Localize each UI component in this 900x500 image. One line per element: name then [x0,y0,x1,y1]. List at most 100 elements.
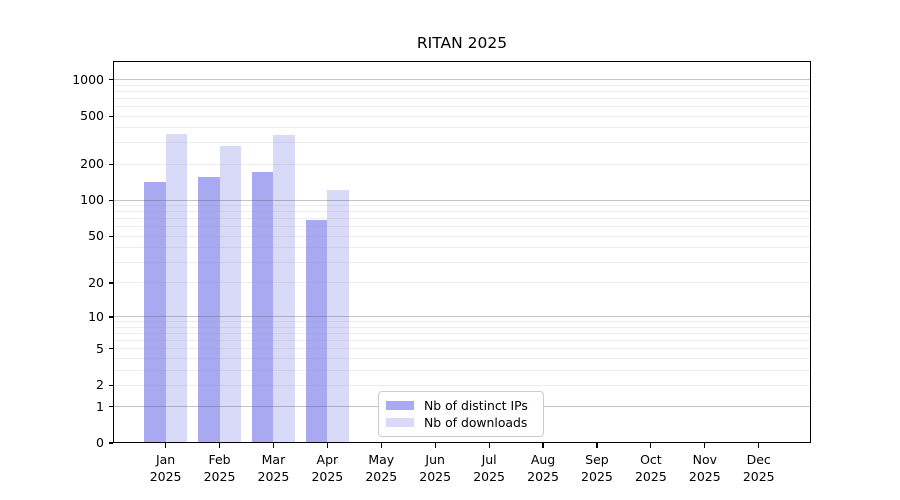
x-tick-month: Oct [640,452,662,467]
gridline-minor [113,247,811,249]
x-tick-label-feb: Feb 2025 [188,451,252,485]
x-tick-month: Jun [425,452,445,467]
gridline-minor [113,369,811,371]
legend-item-distinct-ips: Nb of distinct IPs [386,397,535,414]
x-tick-year: 2025 [742,469,775,484]
grid-layer [113,61,811,443]
legend-label-downloads: Nb of downloads [424,415,528,430]
y-tick-label: 5 [96,340,104,356]
bar-distinct-ips-feb [198,176,220,443]
y-tick-mark [108,199,113,201]
gridline-minor [113,226,811,228]
x-tick-label-jun: Jun 2025 [403,451,467,485]
x-tick-year: 2025 [203,469,236,484]
y-tick-mark [108,348,113,350]
y-tick-label: 0 [96,435,104,450]
bar-downloads-feb [219,145,242,443]
x-tick-label-dec: Dec 2025 [727,451,791,485]
y-tick-label: 1 [96,398,104,414]
x-tick-mark [704,443,706,448]
y-tick-label: 20 [88,274,104,290]
x-tick-label-sep: Sep 2025 [565,451,629,485]
y-tick-mark [108,79,113,81]
x-tick-mark [165,443,167,448]
gridline-minor [113,115,811,117]
gridline-minor [113,282,811,284]
y-tick-mark [108,163,113,165]
x-tick-month: Aug [530,452,556,467]
x-tick-year: 2025 [688,469,721,484]
y-tick-mark [108,384,113,386]
bar-distinct-ips-jan [144,181,166,443]
gridline-minor [113,326,811,328]
legend-label-distinct-ips: Nb of distinct IPs [424,398,528,413]
gridline-minor [113,357,811,359]
x-tick-year: 2025 [527,469,559,484]
gridline-minor [113,261,811,263]
gridline-minor [113,98,811,100]
x-tick-mark [596,443,598,448]
y-tick-label: 50 [88,228,104,244]
x-tick-mark [326,443,328,448]
x-tick-mark [650,443,652,448]
x-tick-label-mar: Mar 2025 [241,451,305,485]
y-tick-label: 2 [96,377,104,393]
x-tick-label-may: May 2025 [349,451,413,485]
gridline-minor [113,218,811,220]
x-tick-label-jan: Jan 2025 [134,451,198,485]
bar-downloads-mar [273,134,295,443]
y-tick-label: 100 [80,192,104,208]
x-tick-month: Nov [692,452,717,467]
gridline-minor [113,127,811,129]
y-tick-mark [108,442,113,444]
plot-area [113,61,811,443]
x-tick-label-apr: Apr 2025 [295,451,359,485]
gridline-minor [113,348,811,350]
y-tick-mark [108,115,113,117]
gridline-minor [113,340,811,342]
legend-item-downloads: Nb of downloads [386,414,535,431]
x-tick-year: 2025 [634,469,667,484]
x-tick-mark [380,443,382,448]
gridline-minor [113,384,811,386]
x-tick-year: 2025 [257,469,290,484]
x-tick-mark [272,443,275,448]
x-tick-month: Dec [746,452,771,467]
y-tick-mark [108,282,113,284]
gridline-minor [113,106,811,108]
bar-distinct-ips-mar [251,171,274,443]
x-tick-year: 2025 [581,469,613,484]
gridline-major [113,199,811,201]
y-tick-label: 1000 [72,71,104,87]
gridline-major [113,79,811,81]
x-tick-month: Sep [585,452,609,467]
legend: Nb of distinct IPs Nb of downloads [378,391,544,437]
y-tick-label: 500 [80,108,104,124]
x-tick-mark [434,443,436,448]
y-tick-label: 200 [80,156,104,172]
bar-downloads-apr [327,189,349,443]
x-tick-month: Mar [261,452,286,467]
x-tick-label-nov: Nov 2025 [673,451,737,485]
x-tick-mark [488,443,490,448]
x-tick-month: Jul [481,452,497,467]
x-tick-label-jul: Jul 2025 [457,451,521,485]
x-tick-year: 2025 [311,469,344,484]
legend-swatch-downloads [386,417,414,428]
chart-title: RITAN 2025 [416,34,508,52]
x-tick-month: Feb [208,452,231,467]
x-tick-mark [758,443,760,448]
bars-layer [113,61,811,443]
y-tick-mark [108,405,113,408]
x-tick-label-aug: Aug 2025 [511,451,575,485]
gridline-minor [113,211,811,213]
x-tick-month: Jan [155,452,176,467]
gridline-minor [113,205,811,207]
gridline-minor [113,142,811,144]
x-tick-year: 2025 [365,469,398,484]
x-tick-month: May [368,452,395,467]
x-tick-year: 2025 [473,469,506,484]
gridline-minor [113,84,811,86]
gridline-minor [113,333,811,335]
